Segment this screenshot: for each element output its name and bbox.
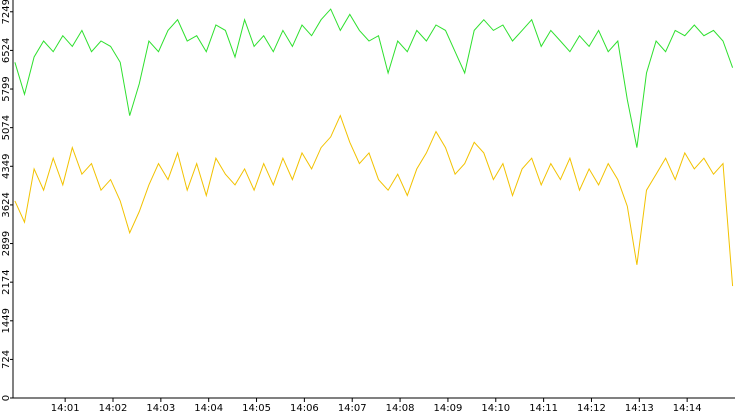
x-tick-label: 14:13 bbox=[625, 403, 654, 414]
x-tick-label: 14:08 bbox=[386, 403, 415, 414]
x-tick-label: 14:01 bbox=[51, 403, 80, 414]
y-tick-label: 724 bbox=[1, 350, 12, 369]
x-tick-label: 14:14 bbox=[673, 403, 702, 414]
y-tick-label: 6524 bbox=[1, 38, 12, 63]
y-tick-label: 5799 bbox=[1, 76, 12, 101]
y-tick-label: 4349 bbox=[1, 154, 12, 179]
series-line bbox=[14, 8, 734, 148]
x-tick-label: 14:07 bbox=[338, 403, 367, 414]
y-tick-label: 3624 bbox=[1, 192, 12, 217]
x-tick-label: 14:12 bbox=[577, 403, 606, 414]
x-tick-label: 14:05 bbox=[242, 403, 271, 414]
x-tick-label: 14:02 bbox=[99, 403, 128, 414]
y-tick-label: 0 bbox=[1, 395, 12, 401]
x-tick-label: 14:09 bbox=[434, 403, 463, 414]
y-tick-label: 2174 bbox=[1, 269, 12, 294]
y-tick-label: 2899 bbox=[1, 231, 12, 256]
x-tick-label: 14:03 bbox=[146, 403, 175, 414]
x-tick-label: 14:04 bbox=[194, 403, 223, 414]
series-line bbox=[14, 114, 734, 287]
x-tick-label: 14:11 bbox=[529, 403, 558, 414]
y-tick-label: 5074 bbox=[1, 115, 12, 140]
x-tick-label: 14:10 bbox=[481, 403, 510, 414]
x-tick-label: 14:06 bbox=[290, 403, 319, 414]
y-tick-label: 1449 bbox=[1, 308, 12, 333]
y-tick-label: 7249 bbox=[1, 0, 12, 25]
